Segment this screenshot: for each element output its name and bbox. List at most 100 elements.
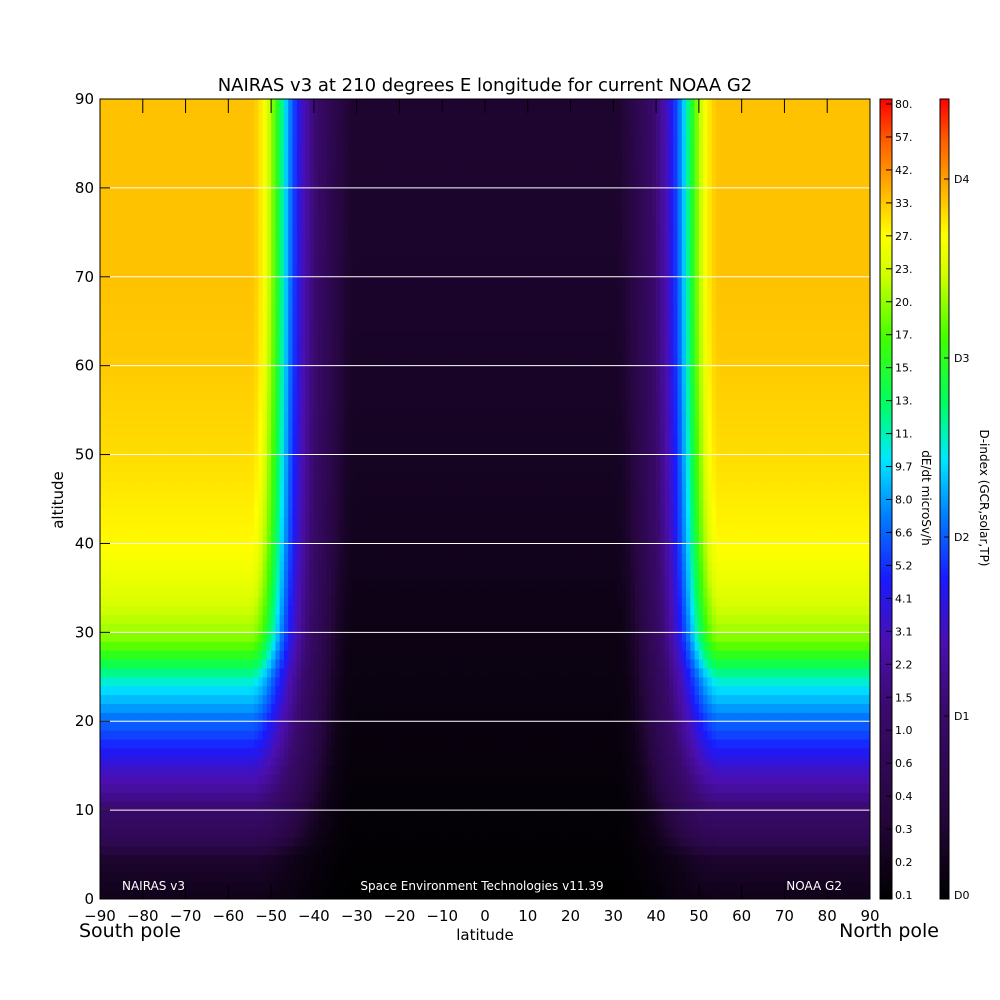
heatmap-cell [283, 312, 289, 322]
heatmap-cell [266, 259, 272, 269]
heatmap-cell [331, 161, 336, 171]
heatmap-cell [219, 99, 225, 109]
heatmap-cell [138, 285, 144, 296]
heatmap-cell [117, 365, 122, 376]
heatmap-cell [151, 445, 157, 456]
heatmap-cell [159, 836, 165, 847]
heatmap-cell [279, 463, 285, 473]
heatmap-cell [245, 472, 251, 482]
heatmap-cell [283, 756, 289, 767]
heatmap-cell [129, 561, 135, 571]
heatmap-cell [112, 676, 118, 687]
heatmap-cell [134, 587, 140, 598]
heatmap-cell [189, 481, 195, 491]
heatmap-cell [198, 632, 204, 642]
heatmap-cell [168, 739, 174, 749]
heatmap-cell [202, 819, 208, 829]
heatmap-cell [296, 134, 302, 145]
heatmap-cell [142, 881, 148, 891]
heatmap-cell [159, 507, 165, 518]
heatmap-cell [313, 819, 319, 829]
heatmap-cell [236, 819, 242, 829]
heatmap-cell [151, 143, 157, 153]
heatmap-cell [215, 107, 221, 118]
heatmap-cell [164, 827, 170, 838]
heatmap-cell [129, 525, 135, 536]
heatmap-cell [194, 161, 199, 171]
heatmap-cell [159, 410, 165, 420]
heatmap-cell [129, 134, 135, 145]
heatmap-cell [279, 641, 285, 651]
heatmap-cell [108, 827, 114, 838]
heatmap-cell [254, 685, 259, 696]
heatmap-cell [331, 659, 336, 669]
heatmap-cell [241, 819, 247, 829]
heatmap-cell [236, 632, 242, 642]
heatmap-cell [271, 570, 276, 580]
heatmap-cell [142, 810, 148, 820]
heatmap-cell [100, 383, 105, 393]
heatmap-cell [271, 810, 276, 820]
heatmap-cell [112, 890, 118, 899]
heatmap-cell [219, 205, 225, 216]
heatmap-cell [125, 427, 131, 438]
heatmap-cell [164, 419, 170, 429]
heatmap-cell [322, 703, 328, 713]
heatmap-cell [279, 276, 285, 287]
heatmap-cell [322, 676, 328, 687]
heatmap-cell [245, 507, 251, 518]
heatmap-cell [228, 836, 234, 847]
heatmap-cell [279, 827, 285, 838]
heatmap-cell [142, 445, 148, 456]
heatmap-cell [271, 365, 276, 376]
heatmap-cell [283, 374, 289, 385]
heatmap-cell [138, 516, 144, 527]
heatmap-cell [331, 356, 336, 367]
heatmap-cell [249, 356, 255, 367]
heatmap-cell [151, 365, 157, 376]
heatmap-cell [249, 383, 255, 393]
heatmap-cell [147, 641, 152, 651]
heatmap-cell [215, 419, 221, 429]
heatmap-cell [129, 445, 135, 456]
heatmap-cell [138, 587, 144, 598]
heatmap-cell [121, 312, 127, 322]
heatmap-cell [121, 365, 127, 376]
heatmap-cell [309, 525, 315, 536]
heatmap-cell [245, 356, 251, 367]
heatmap-cell [189, 223, 195, 233]
heatmap-cell [232, 614, 238, 625]
heatmap-cell [241, 187, 247, 198]
heatmap-cell [100, 445, 105, 456]
heatmap-cell [215, 543, 221, 553]
heatmap-cell [326, 410, 332, 420]
heatmap-cell [262, 232, 268, 242]
heatmap-cell [228, 712, 234, 722]
heatmap-cell [147, 667, 152, 678]
heatmap-cell [151, 890, 157, 899]
heatmap-cell [129, 890, 135, 899]
heatmap-cell [108, 152, 114, 162]
heatmap-cell [215, 863, 221, 873]
heatmap-cell [228, 490, 234, 500]
heatmap-cell [301, 765, 306, 776]
heatmap-cell [211, 632, 217, 642]
heatmap-cell [189, 543, 195, 553]
heatmap-cell [215, 179, 221, 189]
heatmap-cell [219, 641, 225, 651]
heatmap-cell [305, 463, 311, 473]
heatmap-cell [134, 143, 140, 153]
heatmap-cell [142, 676, 148, 687]
heatmap-cell [322, 730, 328, 740]
heatmap-cell [266, 232, 272, 242]
heatmap-cell [117, 187, 122, 198]
heatmap-cell [249, 543, 255, 553]
heatmap-cell [202, 685, 208, 696]
heatmap-cell [262, 605, 268, 616]
heatmap-cell [262, 783, 268, 793]
heatmap-cell [138, 694, 144, 705]
heatmap-cell [266, 356, 272, 367]
heatmap-cell [147, 694, 152, 705]
heatmap-cell [168, 507, 174, 518]
heatmap-cell [283, 854, 289, 865]
